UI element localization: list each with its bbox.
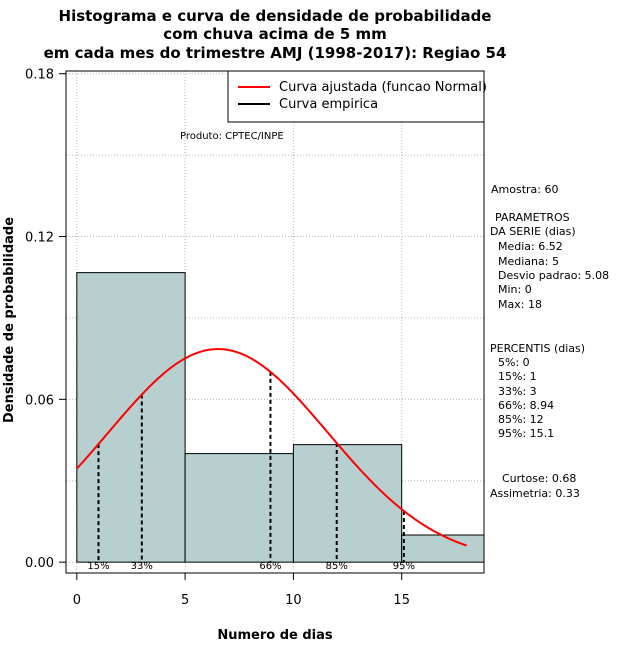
percentile-label-1: 33%: [131, 561, 153, 572]
x-tick-label-3: 15: [393, 593, 410, 608]
stat-p66: 66%: 8.94: [498, 399, 555, 412]
stat-assimetria: Assimetria: 0.33: [490, 487, 580, 500]
product-annotation: Produto: CPTEC/INPE: [180, 131, 284, 142]
chart-title-line-2: com chuva acima de 5 mm: [163, 25, 387, 43]
y-tick-label-3: 0.18: [25, 68, 54, 83]
stat-parametros-title-2: DA SERIE (dias): [490, 225, 576, 238]
stat-percentis-title: PERCENTIS (dias): [490, 342, 586, 355]
y-tick-label-0: 0.00: [25, 556, 54, 571]
histogram-bar-1: [184, 453, 294, 563]
x-axis: 0 5 10 15: [73, 572, 410, 608]
stat-p95: 95%: 15.1: [498, 427, 555, 440]
stat-p33: 33%: 3: [498, 385, 537, 398]
chart-title-line-3: em cada mes do trimestre AMJ (1998-2017)…: [44, 44, 507, 62]
stat-curtose: Curtose: 0.68: [502, 472, 577, 485]
normal-curve: [76, 348, 467, 547]
y-tick-label-1: 0.06: [25, 393, 54, 408]
y-tick-label-2: 0.12: [25, 231, 54, 246]
histogram-bar-3: [401, 534, 485, 563]
stat-p5: 5%: 0: [498, 356, 530, 369]
percentile-label-4: 95%: [393, 561, 415, 572]
y-axis: 0.00 0.06 0.12 0.18: [25, 68, 67, 571]
legend-label-empirical: Curva empirica: [279, 97, 378, 112]
x-tick-label-1: 5: [181, 593, 189, 608]
stat-amostra: Amostra: 60: [491, 183, 559, 196]
legend: Curva ajustada (funcao Normal) Curva emp…: [227, 70, 487, 123]
stat-max: Max: 18: [498, 298, 542, 311]
percentile-label-0: 15%: [87, 561, 109, 572]
stat-p15: 15%: 1: [498, 370, 537, 383]
x-axis-label: Numero de dias: [217, 628, 333, 643]
x-tick-label-0: 0: [73, 593, 81, 608]
stat-min: Min: 0: [498, 283, 532, 296]
histogram-bar-2: [292, 444, 403, 563]
legend-label-normal: Curva ajustada (funcao Normal): [279, 80, 487, 95]
percentile-labels: 15% 33% 66% 85% 95%: [87, 561, 415, 572]
legend-box: [227, 70, 485, 123]
y-axis-label: Densidade de probabilidade: [2, 217, 17, 423]
stat-media: Media: 6.52: [498, 240, 563, 253]
chart-title-line-1: Histograma e curva de densidade de proba…: [59, 7, 492, 25]
percentile-label-2: 66%: [259, 561, 281, 572]
x-tick-label-2: 10: [285, 593, 302, 608]
histogram-bars: [76, 272, 485, 563]
stat-mediana: Mediana: 5: [498, 255, 559, 268]
histogram-bar-0: [76, 272, 186, 563]
percentile-lines: [97, 371, 405, 563]
percentile-label-3: 85%: [326, 561, 348, 572]
stat-p85: 85%: 12: [498, 413, 544, 426]
stat-parametros-title-1: PARAMETROS: [495, 211, 570, 224]
stat-desvio: Desvio padrao: 5.08: [498, 269, 610, 282]
